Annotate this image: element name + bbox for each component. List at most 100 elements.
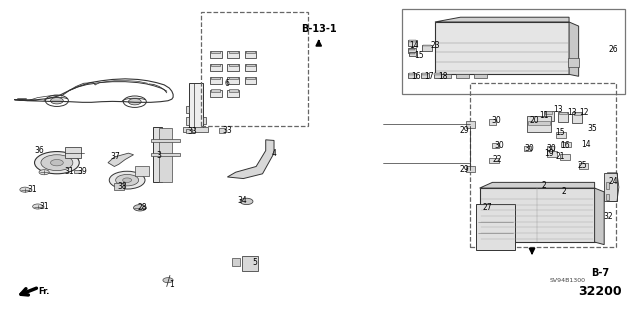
Polygon shape — [227, 140, 274, 179]
Bar — [410, 53, 415, 54]
Text: 17: 17 — [424, 72, 433, 81]
Circle shape — [129, 99, 141, 105]
Text: 21: 21 — [556, 152, 565, 161]
Polygon shape — [435, 17, 569, 22]
Circle shape — [163, 278, 173, 283]
Bar — [246, 50, 255, 53]
Bar — [186, 106, 189, 114]
Bar — [560, 154, 570, 160]
Text: 37: 37 — [111, 152, 120, 161]
Bar — [559, 112, 566, 115]
Bar — [228, 50, 237, 53]
Bar — [65, 147, 81, 158]
Text: 26: 26 — [609, 45, 619, 55]
Bar — [421, 73, 429, 78]
Bar — [466, 166, 474, 172]
Bar — [423, 45, 431, 47]
Text: 30: 30 — [547, 144, 556, 153]
Bar — [246, 77, 255, 79]
Bar — [186, 129, 192, 133]
Bar — [227, 51, 239, 58]
Bar — [547, 151, 557, 157]
Bar — [434, 73, 442, 78]
Text: 13: 13 — [553, 105, 563, 114]
Bar — [189, 83, 203, 129]
Text: 19: 19 — [544, 149, 554, 158]
Bar — [408, 48, 416, 53]
Polygon shape — [595, 188, 604, 245]
Bar — [211, 50, 220, 53]
Bar — [422, 73, 428, 75]
Text: 29: 29 — [460, 165, 469, 174]
Bar — [557, 112, 568, 122]
Bar — [210, 51, 221, 58]
Bar — [244, 51, 256, 58]
Bar — [422, 45, 432, 51]
Text: 20: 20 — [530, 116, 540, 125]
Bar — [408, 40, 417, 46]
Bar — [153, 127, 163, 182]
Text: 30: 30 — [492, 116, 501, 125]
Bar — [410, 52, 416, 56]
Text: 18: 18 — [438, 72, 447, 81]
Circle shape — [124, 96, 147, 108]
Circle shape — [39, 170, 49, 175]
Text: SV94B1300: SV94B1300 — [550, 278, 586, 283]
Text: 13: 13 — [568, 108, 577, 117]
Bar — [606, 182, 609, 189]
Bar — [528, 122, 550, 125]
Bar — [186, 117, 189, 124]
Text: 14: 14 — [410, 41, 419, 50]
Circle shape — [109, 171, 145, 189]
Text: 27: 27 — [483, 203, 492, 212]
Bar — [476, 204, 515, 250]
Bar — [604, 173, 617, 201]
Text: 12: 12 — [580, 108, 589, 117]
Bar — [543, 111, 554, 122]
Bar — [545, 111, 552, 114]
Text: 28: 28 — [138, 203, 147, 212]
Bar — [228, 89, 237, 92]
Text: 22: 22 — [493, 155, 502, 164]
Text: 16: 16 — [560, 141, 570, 150]
Bar — [438, 74, 451, 78]
Bar — [210, 90, 221, 97]
Bar — [151, 139, 179, 142]
Text: 2: 2 — [541, 181, 546, 190]
Circle shape — [51, 98, 63, 104]
Bar — [244, 77, 256, 84]
Text: 39: 39 — [77, 167, 87, 176]
Text: 31: 31 — [28, 185, 37, 194]
Circle shape — [35, 152, 79, 174]
Bar — [524, 145, 531, 151]
Bar — [474, 74, 486, 78]
Bar — [435, 73, 441, 75]
Bar — [74, 170, 81, 173]
Text: 38: 38 — [117, 182, 127, 191]
Text: 30: 30 — [494, 141, 504, 150]
Bar — [151, 153, 179, 156]
Bar — [219, 128, 225, 132]
Bar — [470, 83, 616, 247]
Bar — [244, 64, 256, 71]
Bar — [547, 145, 554, 151]
Bar — [232, 258, 239, 266]
Bar — [573, 113, 581, 115]
Bar — [227, 90, 239, 97]
Bar — [200, 12, 308, 126]
Text: 5: 5 — [252, 258, 257, 267]
Circle shape — [33, 204, 43, 209]
Bar — [556, 132, 566, 138]
Text: 15: 15 — [556, 128, 565, 137]
Bar — [246, 64, 255, 66]
Text: 32200: 32200 — [578, 285, 621, 298]
Bar — [242, 256, 258, 271]
Bar — [227, 64, 239, 71]
Text: 33: 33 — [188, 127, 197, 136]
Bar — [489, 120, 495, 124]
Text: 11: 11 — [540, 111, 549, 120]
Bar — [182, 127, 208, 131]
Bar — [210, 64, 221, 71]
Text: 36: 36 — [34, 146, 44, 155]
Text: 31: 31 — [65, 167, 74, 176]
